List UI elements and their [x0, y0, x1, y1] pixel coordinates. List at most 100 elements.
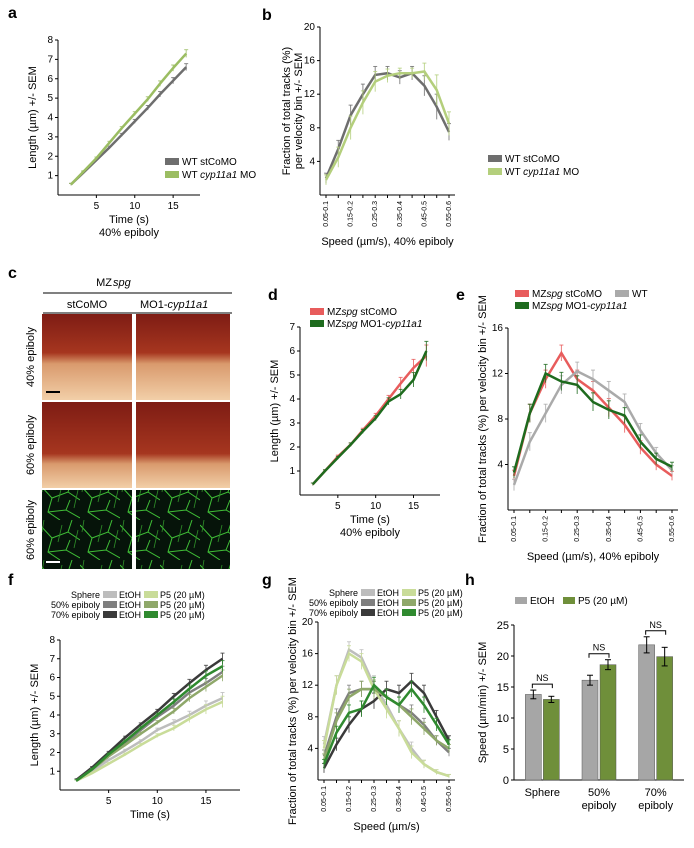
embryo-image-60-stcomo: [42, 402, 132, 488]
panel-c-col-right-prefix: MO1-: [140, 299, 168, 311]
bar: [656, 656, 673, 781]
x-tick-label: 0.55-0.6: [446, 786, 453, 812]
y-axis-label-2: per velocity bin +/- SEM: [293, 53, 305, 169]
y-tick-label: 7: [289, 322, 295, 333]
y-axis-label: Speed (µm/min) +/- SEM: [477, 642, 489, 764]
x-tick-label: 10: [370, 501, 382, 512]
legend-swatch: [144, 601, 158, 608]
legend-label: WT cyp11a1 MO: [505, 167, 579, 178]
series-5: [322, 676, 451, 769]
bar: [638, 644, 655, 781]
chart-a: 1 2 3 4 5 6 7 8 5 10 15 Length (µm) +/- SEM Time (s)…: [27, 35, 256, 239]
panel-c-row-label-3: 60% epiboly: [25, 500, 37, 560]
panel-letter-g: g: [262, 572, 272, 589]
legend-swatch: [515, 302, 529, 309]
legend-label: EtOH: [119, 610, 141, 620]
x-axis-label-2: 40% epiboly: [99, 227, 159, 239]
y-tick-label: 6: [49, 673, 55, 684]
x-tick-label: 0.25-0.3: [574, 516, 581, 542]
y-axis-label: Length (µm) +/- SEM: [269, 360, 281, 463]
series-line: [324, 70, 451, 181]
legend-label: EtOH: [119, 590, 141, 600]
bar: [543, 699, 560, 781]
y-tick-label: 3: [289, 418, 295, 429]
x-tick-label: 0.05-0.1: [511, 516, 518, 542]
series-2: [512, 363, 674, 479]
legend-label: EtOH: [530, 596, 554, 607]
series-line: [75, 700, 224, 782]
legend-swatch: [361, 609, 375, 616]
x-tick-label: 70%: [645, 787, 667, 799]
embryo-image-60-mo1: [136, 402, 230, 488]
series-line: [75, 696, 224, 782]
bar: [581, 679, 599, 781]
panel-letter-b: b: [262, 7, 272, 24]
panel-c-images: MZ spg stCoMO MO1- cyp11a1 40% epiboly 6…: [25, 277, 232, 569]
y-tick-label: 1: [289, 466, 295, 477]
series-line: [512, 371, 673, 473]
y-tick-label: 2: [289, 442, 295, 453]
legend: EtOH P5 (20 µM): [515, 596, 628, 607]
series-1: [69, 49, 189, 186]
y-tick-label: 12: [304, 89, 316, 100]
membrane-image-stcomo: [42, 490, 132, 569]
series-line: [322, 683, 451, 765]
embryo-image-40-mo1: [136, 314, 230, 400]
x-axis-label-2: 40% epiboly: [340, 527, 400, 539]
x-tick-label: 10: [129, 201, 141, 212]
panel-letter-d: d: [268, 287, 278, 304]
x-tick-label: Sphere: [525, 787, 560, 799]
legend-swatch: [361, 599, 375, 606]
y-tick-label: 5: [49, 691, 55, 702]
x-tick-label: 0.25-0.3: [372, 201, 379, 227]
y-tick-label: 5: [47, 93, 53, 104]
x-axis-label: Speed (µm/s), 40% epiboly: [321, 236, 454, 248]
x-tick-label: 0.45-0.5: [421, 201, 428, 227]
panel-letter-f: f: [8, 572, 14, 589]
y-tick-label: 4: [307, 743, 313, 754]
series-line: [70, 52, 188, 186]
y-tick-label: 7: [47, 54, 53, 65]
significance-label: NS: [593, 643, 606, 653]
legend-label: P5 (20 µM): [418, 588, 463, 598]
legend-swatch: [144, 611, 158, 618]
y-tick-label: 7: [49, 654, 55, 665]
legend-label: P5 (20 µM): [578, 596, 628, 607]
x-tick-label: 0.05-0.1: [321, 786, 328, 812]
x-tick-label: epiboly: [582, 800, 617, 812]
legend-swatch: [310, 308, 324, 315]
legend-swatch: [488, 155, 502, 162]
panel-c-row-label-2: 60% epiboly: [25, 415, 37, 475]
y-axis-label: Length (µm) +/- SEM: [29, 664, 41, 767]
x-tick-label: 15: [408, 501, 420, 512]
legend-label: EtOH: [119, 600, 141, 610]
panel-letter-a: a: [8, 5, 17, 22]
embryo-image-40-stcomo: [42, 314, 132, 400]
significance-bracket: [531, 683, 553, 689]
chart-e: 4 8 12 16 0.05-0.1 0.15-0.2 0.25-0.3 0.35-0.4 0.…: [477, 289, 678, 563]
y-tick-label: 12: [492, 369, 504, 380]
chart-f: 1 2 3 4 5 6 7 8 5 10 15 Length (µm) +/- SEM Time (s)…: [29, 590, 240, 821]
legend-swatch: [515, 597, 527, 604]
legend-label: P5 (20 µM): [418, 598, 463, 608]
y-tick-label: 8: [49, 635, 55, 646]
y-tick-label: 20: [302, 617, 314, 628]
legend: Sphere EtOH P5 (20 µM) 50% epiboly EtOH P5 (2…: [309, 588, 463, 618]
x-tick-label: 0.45-0.5: [637, 516, 644, 542]
legend-swatch: [103, 591, 117, 598]
legend-label: P5 (20 µM): [160, 590, 205, 600]
x-tick-label: epiboly: [638, 800, 673, 812]
legend-label: MZspg MO1-cyp11a1: [532, 301, 627, 312]
y-tick-label: 4: [289, 394, 295, 405]
y-axis-label: Fraction of total tracks (%) per velocit…: [287, 577, 299, 825]
y-tick-label: 1: [49, 766, 55, 777]
legend-stage: Sphere: [71, 590, 100, 600]
x-tick-label: 0.15-0.2: [346, 786, 353, 812]
y-tick-label: 5: [503, 744, 509, 756]
legend-label: MZspg stCoMO: [327, 307, 397, 318]
panel-letter-h: h: [465, 572, 475, 589]
x-axis-label: Speed (µm/s), 40% epiboly: [527, 551, 660, 563]
y-tick-label: 8: [309, 123, 315, 134]
